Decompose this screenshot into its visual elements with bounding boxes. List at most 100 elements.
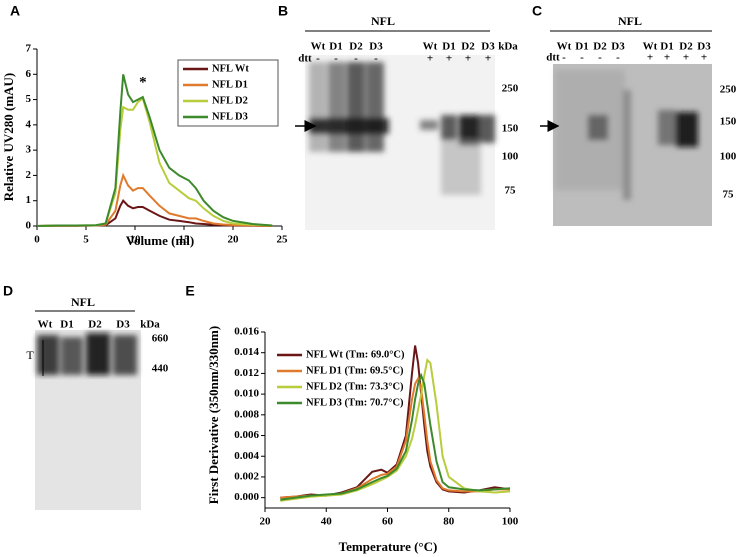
x-tick-label: 15 <box>179 234 191 246</box>
series-line <box>280 372 511 501</box>
dtt-sign: - <box>616 52 620 64</box>
y-tick-label: 0.006 <box>234 429 259 441</box>
dtt-sign: + <box>446 53 452 65</box>
lane-label: D3 <box>369 41 383 53</box>
dtt-sign: - <box>374 53 378 65</box>
x-tick-label: 20 <box>228 234 240 246</box>
y-tick-label: 0.016 <box>234 326 259 338</box>
marker-label: 100 <box>502 151 519 163</box>
x-tick-label: 60 <box>382 516 394 528</box>
lane-label: Wt <box>38 319 53 331</box>
x-tick-label: 0 <box>34 234 40 246</box>
x-axis-label: Volume (ml) <box>126 233 195 248</box>
panel-label: B <box>278 3 288 19</box>
x-tick-label: 100 <box>502 516 519 528</box>
y-tick-label: 0.002 <box>234 470 259 482</box>
dtt-sign: - <box>580 52 584 64</box>
dtt-label: dtt <box>546 52 560 64</box>
lane-label: D3 <box>697 41 711 53</box>
y-tick-label: 0 <box>26 220 32 232</box>
lane-label: D2 <box>88 319 102 331</box>
y-tick-label: 1 <box>26 194 32 206</box>
panel-label: C <box>532 3 542 19</box>
unit-label: kDa <box>140 319 160 331</box>
unit-label: kDa <box>498 41 518 53</box>
group-label: NFL <box>371 14 395 28</box>
y-tick-label: 0.012 <box>234 367 259 379</box>
lane-label: D3 <box>611 41 625 53</box>
legend-label: NFL D2 <box>212 95 248 106</box>
lane-label: D2 <box>593 41 607 53</box>
marker-label: 150 <box>502 123 519 135</box>
marker-label: 75 <box>723 189 735 201</box>
side-label: T <box>26 348 34 362</box>
lane-label: Wt <box>643 41 658 53</box>
dtt-sign: + <box>647 52 653 64</box>
x-tick-label: 20 <box>260 516 272 528</box>
y-tick-label: 6 <box>26 68 32 80</box>
dtt-sign: + <box>701 52 707 64</box>
lane-label: D3 <box>116 319 130 331</box>
dtt-sign: + <box>465 53 471 65</box>
lane-label: D1 <box>660 41 673 53</box>
lane-label: D1 <box>60 319 73 331</box>
dtt-sign: + <box>427 53 433 65</box>
x-tick-label: 40 <box>321 516 333 528</box>
dtt-sign: + <box>485 53 491 65</box>
dtt-sign: - <box>598 52 602 64</box>
y-tick-label: 2 <box>26 169 32 181</box>
y-tick-label: 4 <box>26 118 32 130</box>
lane-label: D3 <box>481 41 495 53</box>
marker-label: 250 <box>720 84 737 96</box>
y-tick-label: 0.014 <box>234 346 259 358</box>
lane-label: D1 <box>575 41 588 53</box>
y-tick-label: 5 <box>26 93 32 105</box>
legend-label: NFL Wt <box>212 63 249 74</box>
y-axis-label: First Derivative (350nm/330nm) <box>206 326 221 504</box>
legend-label: NFL D1 <box>212 79 248 90</box>
lane-label: Wt <box>423 41 438 53</box>
x-tick-label: 80 <box>443 516 455 528</box>
legend-label: NFL Wt (Tm: 69.0°C) <box>306 349 405 360</box>
dtt-label: dtt <box>298 53 312 65</box>
legend-label: NFL D3 (Tm: 70.7°C) <box>306 397 404 408</box>
legend-label: NFL D1 (Tm: 69.5°C) <box>306 365 404 376</box>
y-axis-label: Relative UV280 (mAU) <box>1 73 16 202</box>
panel-label: A <box>10 3 20 19</box>
marker-label: 75 <box>505 185 517 197</box>
gel-d-bands <box>37 333 137 375</box>
x-tick-label: 10 <box>130 234 142 246</box>
marker-label: 440 <box>152 363 169 375</box>
lane-label: D2 <box>679 41 693 53</box>
legend-box <box>177 59 279 127</box>
marker-label: 150 <box>720 116 737 128</box>
x-tick-label: 25 <box>277 234 289 246</box>
lane-label: Wt <box>311 41 326 53</box>
group-label: NFL <box>71 295 95 309</box>
dtt-sign: + <box>683 52 689 64</box>
dtt-sign: - <box>334 53 338 65</box>
marker-label: 100 <box>720 151 737 163</box>
marker-label: 660 <box>152 333 169 345</box>
y-tick-label: 3 <box>26 144 32 156</box>
legend-label: NFL D3 <box>212 111 248 122</box>
y-tick-label: 0.004 <box>234 450 259 462</box>
lane-label: D1 <box>329 41 342 53</box>
gel-c-bands <box>555 70 698 200</box>
lane-label: Wt <box>557 41 572 53</box>
series-line <box>36 172 273 227</box>
lane-label: D2 <box>461 41 475 53</box>
panel-label: D <box>3 283 13 299</box>
legend-label: NFL D2 (Tm: 73.3°C) <box>306 381 404 392</box>
dtt-sign: - <box>562 52 566 64</box>
series-line <box>36 74 273 227</box>
dtt-sign: - <box>316 53 320 65</box>
marker-label: 250 <box>502 83 519 95</box>
group-label: NFL <box>618 14 642 28</box>
dtt-sign: + <box>664 52 670 64</box>
dtt-sign: - <box>354 53 358 65</box>
panel-label: E <box>185 283 194 299</box>
x-tick-label: 5 <box>83 234 89 246</box>
lane-label: D1 <box>442 41 455 53</box>
y-tick-label: 0.010 <box>234 388 259 400</box>
